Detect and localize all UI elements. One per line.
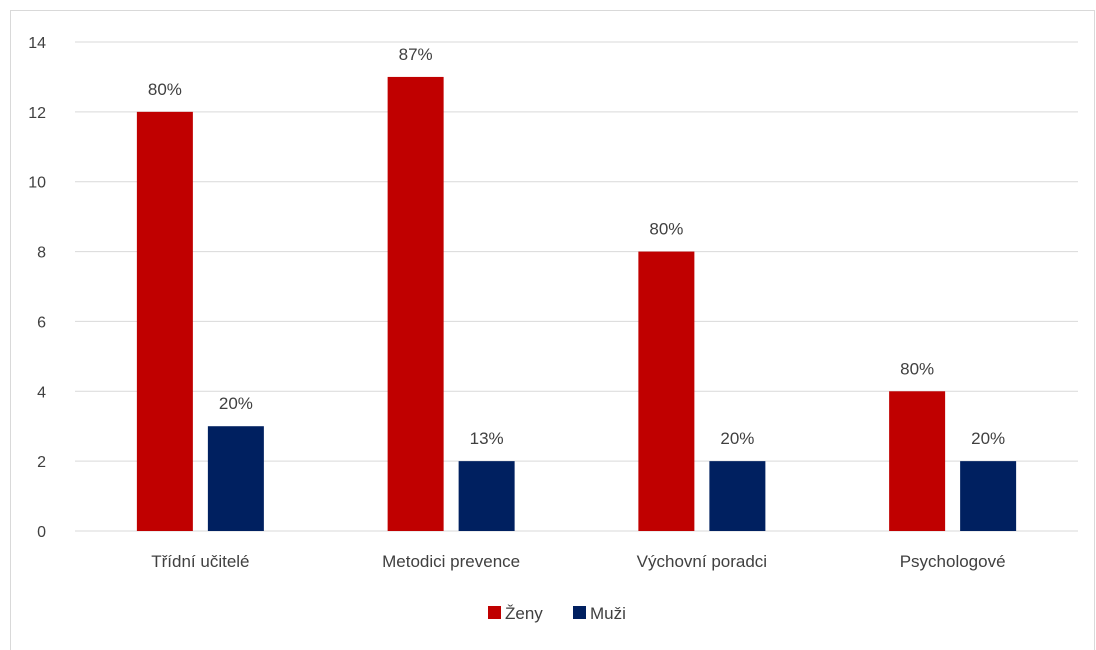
x-tick-label: Psychologové <box>900 552 1006 571</box>
x-tick-label: Třídní učitelé <box>151 552 249 571</box>
legend-label: Ženy <box>505 604 543 623</box>
bar-zeny <box>889 391 946 531</box>
bar-zeny <box>387 76 444 531</box>
y-tick-label: 14 <box>28 35 46 52</box>
y-tick-label: 12 <box>28 105 46 122</box>
bar-muzi <box>960 461 1017 531</box>
data-label: 20% <box>720 429 754 448</box>
legend: Ženy Muži <box>488 604 626 623</box>
data-label: 20% <box>971 429 1005 448</box>
legend-swatch <box>573 606 586 619</box>
data-label: 80% <box>148 80 182 99</box>
x-tick-label: Metodici prevence <box>382 552 520 571</box>
bars <box>136 76 1017 532</box>
bar-muzi <box>207 426 264 531</box>
bar-muzi <box>709 461 766 531</box>
bar-zeny <box>638 251 695 532</box>
bar-zeny <box>136 111 193 531</box>
y-tick-label: 4 <box>37 384 46 401</box>
x-tick-label: Výchovní poradci <box>637 552 767 571</box>
y-tick-label: 8 <box>37 245 46 262</box>
y-tick-label: 2 <box>37 454 46 471</box>
legend-swatch <box>488 606 501 619</box>
y-tick-label: 0 <box>37 524 46 541</box>
data-label: 80% <box>649 220 683 239</box>
bar-muzi <box>458 461 515 531</box>
y-tick-label: 6 <box>37 314 46 331</box>
data-label: 13% <box>470 429 504 448</box>
y-axis-tick-labels: 0 2 4 6 8 10 12 14 <box>28 35 46 541</box>
data-labels: 80% 20% 87% 13% 80% 20% 80% 20% <box>148 45 1005 448</box>
y-tick-label: 10 <box>28 175 46 192</box>
data-label: 80% <box>900 359 934 378</box>
chart-frame <box>10 10 1095 650</box>
x-axis-tick-labels: Třídní učitelé Metodici prevence Výchovní … <box>151 552 1005 571</box>
data-label: 87% <box>399 45 433 64</box>
data-label: 20% <box>219 394 253 413</box>
legend-label: Muži <box>590 604 626 623</box>
